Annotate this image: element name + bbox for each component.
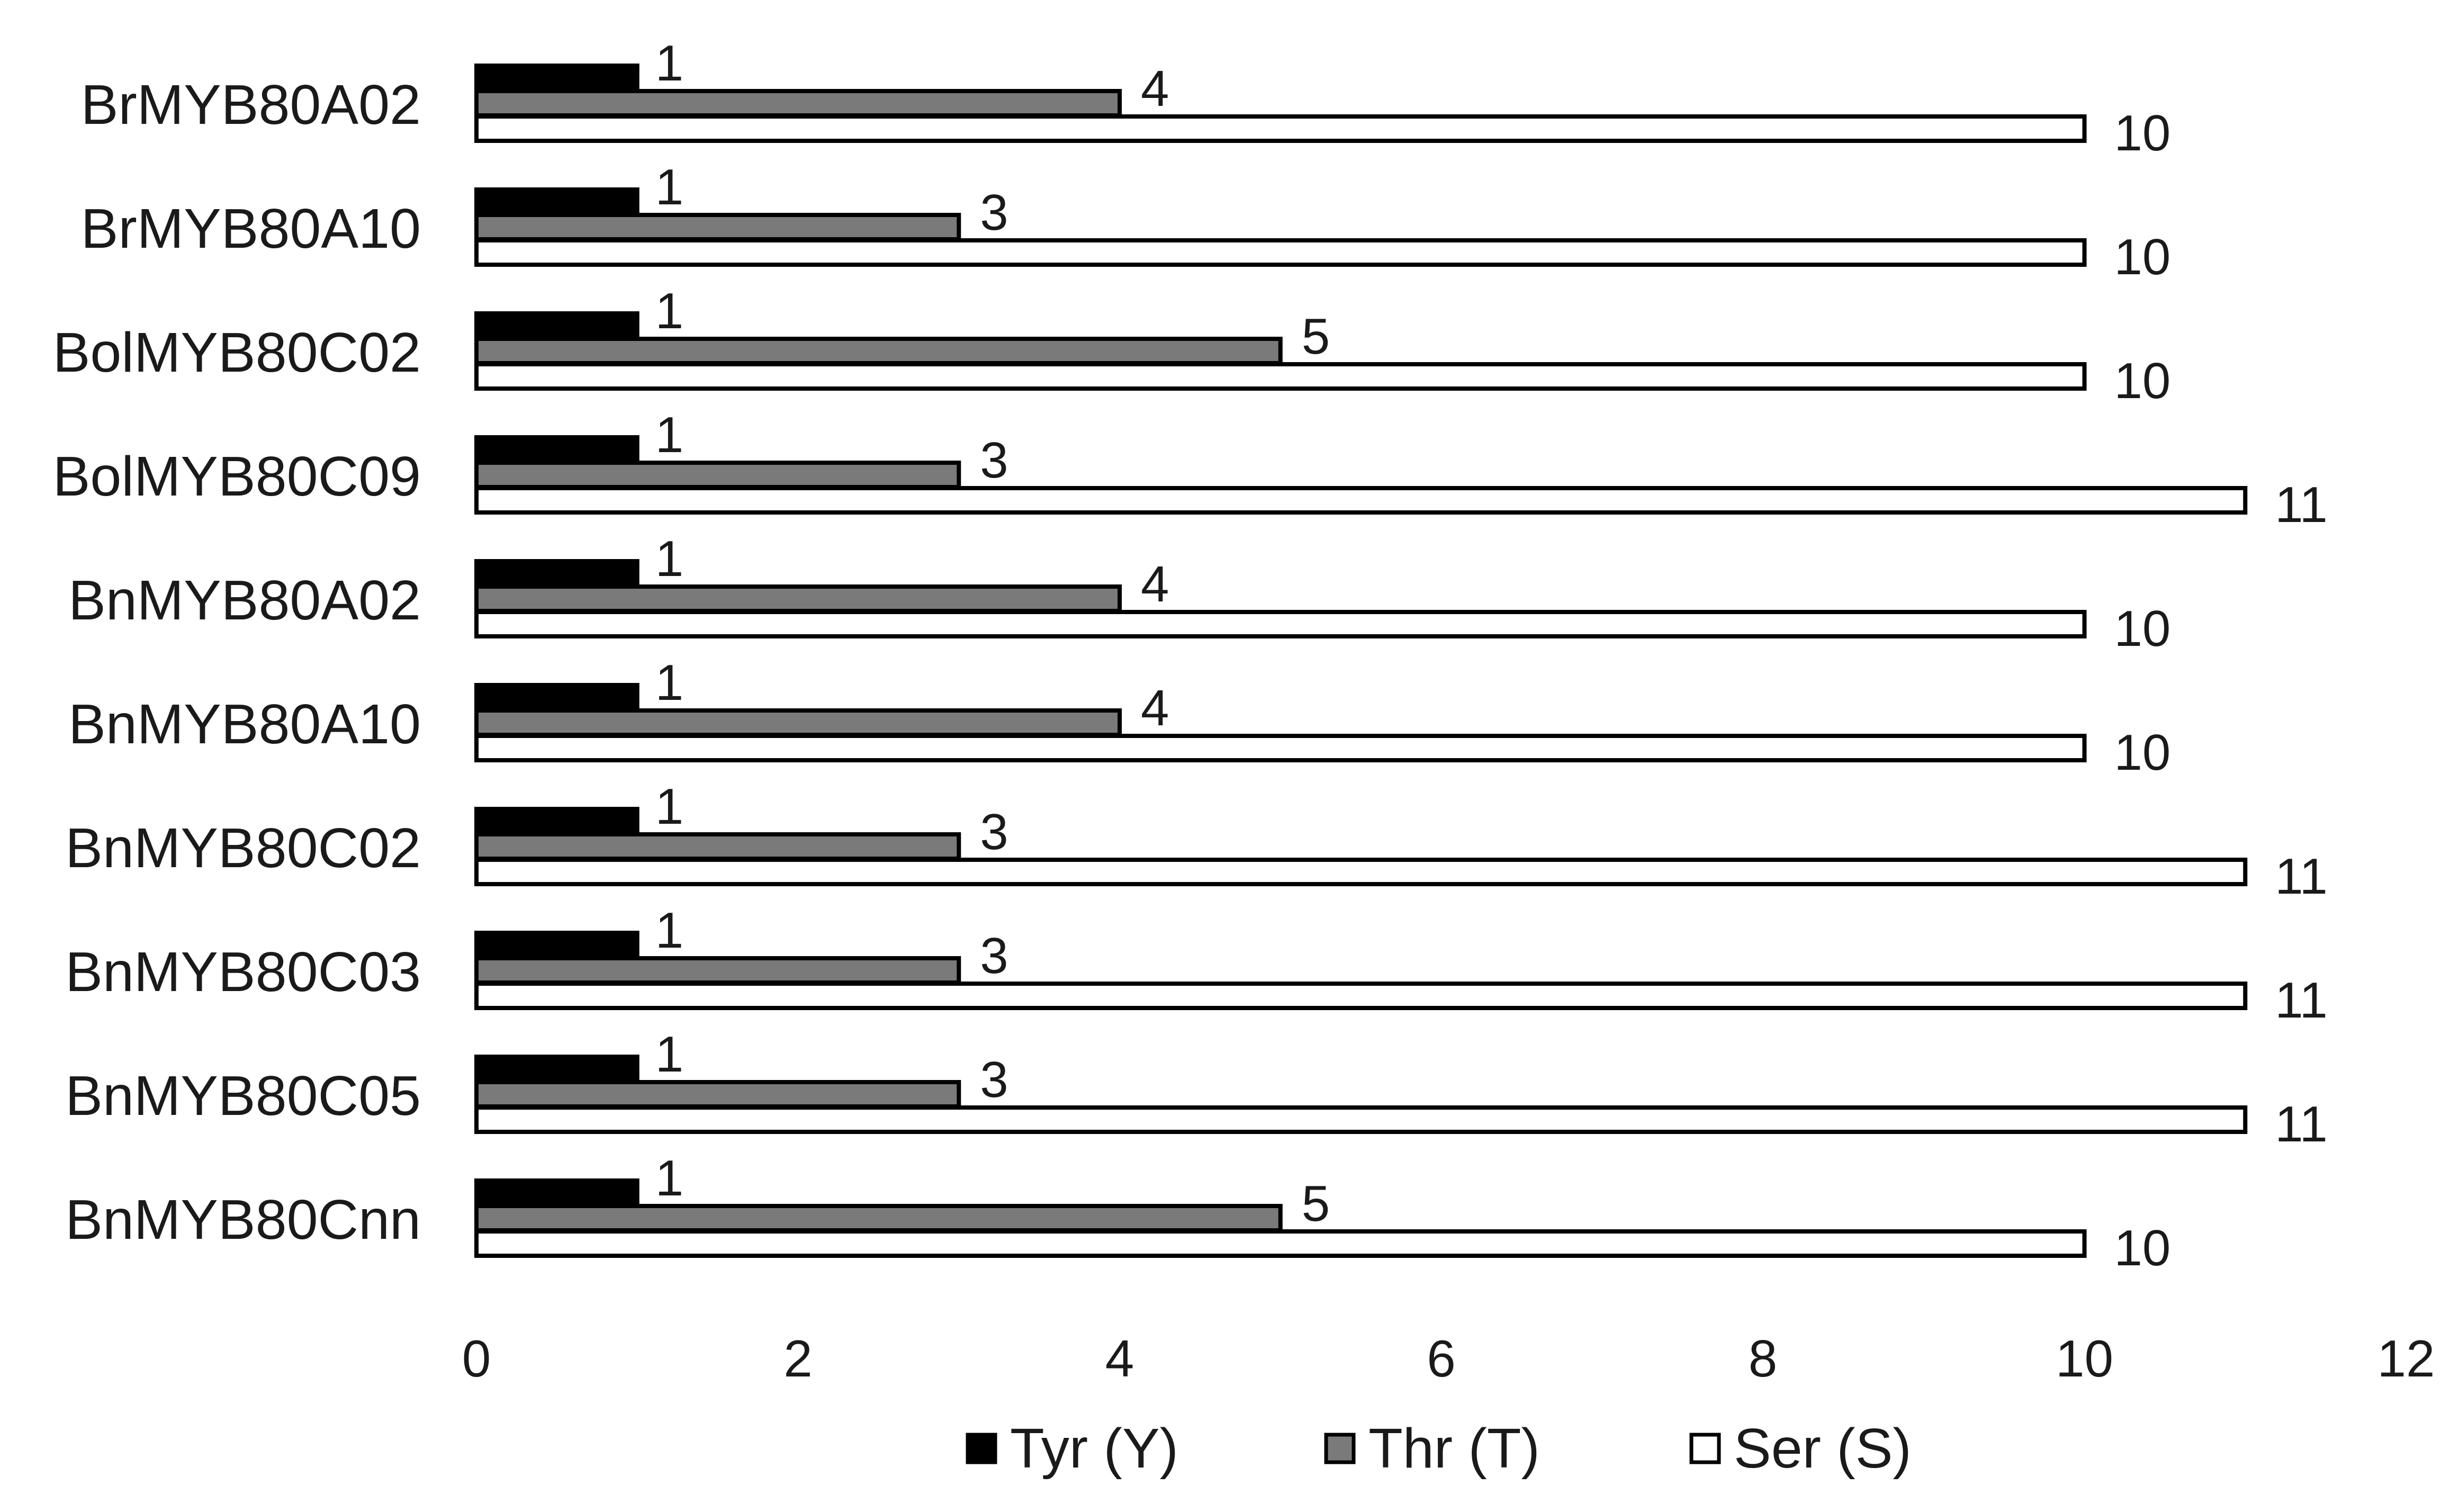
data-label-ser-s: 10	[2114, 353, 2171, 409]
bar-tyr-y	[474, 187, 639, 216]
x-tick-label: 8	[1749, 1329, 1778, 1388]
bar-thr-t	[474, 832, 961, 861]
x-tick-label: 0	[462, 1329, 491, 1388]
data-label-tyr-y: 1	[655, 1026, 683, 1083]
data-label-thr-t: 3	[980, 804, 1008, 860]
x-tick-label: 4	[1105, 1329, 1134, 1388]
data-label-tyr-y: 1	[655, 530, 683, 587]
category-label: BnMYB80A02	[68, 569, 421, 632]
bar-ser-s	[474, 1229, 2087, 1258]
data-label-thr-t: 5	[1302, 308, 1330, 365]
data-label-ser-s: 10	[2114, 229, 2171, 285]
legend-swatch-thr-t	[1324, 1433, 1356, 1464]
bar-ser-s	[474, 610, 2087, 638]
data-label-thr-t: 4	[1141, 556, 1169, 613]
category-label: BrMYB80A02	[81, 74, 421, 136]
data-label-thr-t: 3	[980, 928, 1008, 984]
category-label: BnMYB80Cnn	[65, 1189, 421, 1251]
bar-thr-t	[474, 584, 1122, 613]
bars-layer	[474, 64, 2248, 1258]
legend-swatch-ser-s	[1689, 1433, 1721, 1464]
data-label-ser-s: 10	[2114, 724, 2171, 781]
data-label-thr-t: 5	[1302, 1175, 1330, 1232]
bar-ser-s	[474, 362, 2087, 391]
x-tick-label: 6	[1427, 1329, 1456, 1388]
data-label-tyr-y: 1	[655, 35, 683, 92]
bar-ser-s	[474, 238, 2087, 267]
data-label-thr-t: 3	[980, 1051, 1008, 1108]
bar-ser-s	[474, 734, 2087, 762]
x-tick-label: 12	[2377, 1329, 2435, 1388]
legend-swatch-tyr-y	[966, 1433, 997, 1464]
legend-label-ser-s: Ser (S)	[1734, 1417, 1912, 1480]
bar-tyr-y	[474, 1055, 639, 1083]
bar-thr-t	[474, 1204, 1283, 1232]
bar-thr-t	[474, 213, 961, 241]
data-label-tyr-y: 1	[655, 1150, 683, 1207]
bar-tyr-y	[474, 931, 639, 959]
bar-tyr-y	[474, 807, 639, 835]
x-tick-label: 10	[2056, 1329, 2113, 1388]
category-label: BolMYB80C02	[53, 321, 421, 384]
category-label: BnMYB80C05	[65, 1065, 421, 1127]
data-label-ser-s: 10	[2114, 1220, 2171, 1276]
bar-thr-t	[474, 708, 1122, 737]
x-tick-label: 2	[783, 1329, 813, 1388]
bar-thr-t	[474, 956, 961, 985]
data-label-ser-s: 10	[2114, 600, 2171, 657]
category-label: BolMYB80C09	[53, 445, 421, 508]
data-label-tyr-y: 1	[655, 778, 683, 835]
data-label-tyr-y: 1	[655, 283, 683, 339]
category-label: BnMYB80C02	[65, 817, 421, 879]
category-labels: BrMYB80A02 BrMYB80A10 BolMYB80C02 BolMYB80C…	[53, 74, 421, 1251]
bar-thr-t	[474, 461, 961, 489]
data-label-tyr-y: 1	[655, 902, 683, 959]
data-label-ser-s: 11	[2275, 972, 2328, 1029]
bar-tyr-y	[474, 683, 639, 712]
category-label: BnMYB80C03	[65, 941, 421, 1003]
data-label-tyr-y: 1	[655, 159, 683, 215]
data-label-ser-s: 11	[2275, 848, 2328, 905]
data-label-thr-t: 4	[1141, 680, 1169, 736]
category-label: BrMYB80A10	[81, 197, 421, 260]
data-label-thr-t: 3	[980, 432, 1008, 489]
bar-thr-t	[474, 89, 1122, 118]
legend-label-tyr-y: Tyr (Y)	[1010, 1417, 1178, 1480]
data-label-tyr-y: 1	[655, 407, 683, 463]
data-label-ser-s: 11	[2275, 1096, 2328, 1153]
bar-tyr-y	[474, 1178, 639, 1207]
x-axis-ticks: 0 2 4 6 8 10 12	[462, 1329, 2435, 1388]
bar-tyr-y	[474, 311, 639, 340]
data-label-ser-s: 10	[2114, 105, 2171, 161]
category-label: BnMYB80A10	[68, 693, 421, 755]
legend: Tyr (Y) Thr (T) Ser (S)	[966, 1417, 1912, 1480]
bar-ser-s	[474, 858, 2248, 886]
data-label-thr-t: 4	[1141, 60, 1169, 117]
data-label-tyr-y: 1	[655, 654, 683, 711]
bar-tyr-y	[474, 559, 639, 588]
bar-ser-s	[474, 486, 2248, 515]
bar-ser-s	[474, 982, 2248, 1010]
bar-tyr-y	[474, 64, 639, 92]
bar-tyr-y	[474, 435, 639, 464]
data-label-ser-s: 11	[2275, 476, 2328, 533]
bar-thr-t	[474, 337, 1283, 365]
bar-ser-s	[474, 114, 2087, 143]
data-label-thr-t: 3	[980, 184, 1008, 241]
bar-ser-s	[474, 1105, 2248, 1134]
bar-thr-t	[474, 1080, 961, 1109]
legend-label-thr-t: Thr (T)	[1368, 1417, 1540, 1480]
